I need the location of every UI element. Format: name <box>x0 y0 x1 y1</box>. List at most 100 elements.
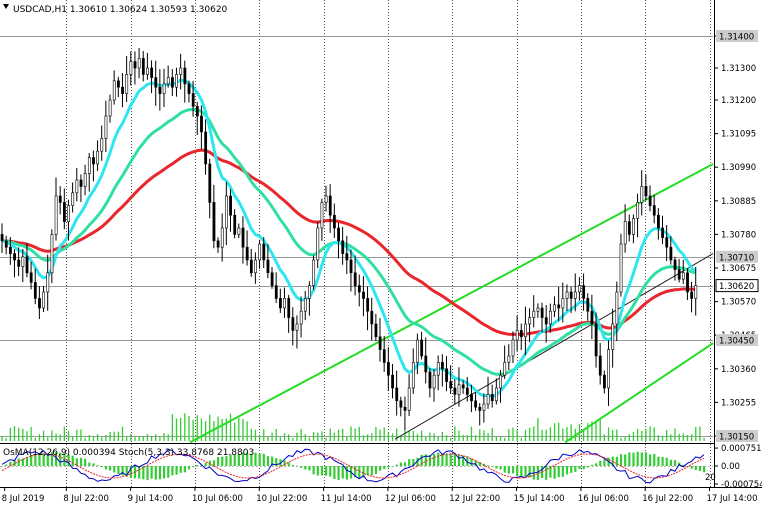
candle-body <box>445 368 448 382</box>
volume-bar <box>234 422 236 441</box>
volume-bars <box>1 413 705 441</box>
candle-body <box>623 221 627 245</box>
osma-bar <box>383 466 386 470</box>
candle-body <box>117 80 120 88</box>
candle-body <box>453 387 457 395</box>
osma-bar <box>183 466 186 473</box>
osma-bar <box>320 466 324 476</box>
candle-body <box>100 138 104 152</box>
osma-bar <box>121 466 124 476</box>
osma-bar <box>325 466 328 476</box>
candle-body <box>324 195 328 203</box>
osma-bar <box>25 456 29 466</box>
candle-body <box>316 227 320 261</box>
price-tick-label: 1.30780 <box>721 230 756 240</box>
candle-body <box>611 323 615 350</box>
osma-bar <box>628 452 631 466</box>
candle-body <box>503 362 507 376</box>
candle-body <box>249 259 253 274</box>
candle-body <box>636 202 640 219</box>
osma-bar <box>221 456 224 466</box>
volume-bar <box>109 432 111 441</box>
candle-body <box>46 272 50 293</box>
candle-body <box>420 339 424 357</box>
volume-bar <box>312 432 315 441</box>
candle-body <box>519 330 523 338</box>
osma-bar <box>241 452 245 466</box>
candle-body <box>33 282 37 299</box>
candle-body <box>312 259 316 286</box>
candle-body <box>299 310 303 325</box>
price-tick-label: 1.30360 <box>721 365 756 375</box>
volume-bar <box>275 428 277 441</box>
candle-body <box>4 240 8 248</box>
candle-body <box>677 269 681 280</box>
osma-bar <box>92 463 95 466</box>
candle-body <box>573 291 577 299</box>
volume-bar <box>674 428 676 441</box>
candle-body <box>42 291 46 309</box>
volume-bar <box>553 423 556 441</box>
candle-body <box>141 58 145 75</box>
osma-bar <box>673 460 677 466</box>
collapse-triangle-icon[interactable] <box>3 4 9 9</box>
osma-bar <box>391 466 394 467</box>
volume-bar <box>337 429 340 441</box>
candle-body <box>511 339 515 357</box>
volume-bar <box>292 437 294 441</box>
volume-bar <box>88 435 90 441</box>
volume-bar <box>250 428 252 441</box>
candle-body <box>436 362 440 376</box>
osma-bar <box>474 460 477 466</box>
volume-bar <box>587 423 589 441</box>
volume-bar <box>113 431 115 441</box>
volume-bar <box>661 435 664 441</box>
volume-bar <box>612 430 614 441</box>
volume-bar <box>146 434 149 441</box>
price-axis: 1.31400 1.31300 1.31200 1.31095 1.30990 1.308… <box>714 32 756 442</box>
candle-body <box>594 323 598 357</box>
osma-bar <box>96 465 99 466</box>
candle-body <box>295 323 299 331</box>
candle-body <box>71 192 75 206</box>
osma-bar <box>354 466 357 478</box>
candle-body <box>686 272 689 293</box>
osma-bar <box>590 464 594 466</box>
volume-bar <box>416 433 419 441</box>
osma-bar <box>428 455 432 466</box>
volume-bar <box>34 437 36 441</box>
osma-bar <box>104 466 108 470</box>
volume-bar <box>188 415 190 441</box>
candle-body <box>474 400 478 408</box>
time-tick-label: 8 Jul 2019 <box>2 494 45 504</box>
osma-bar <box>698 466 702 471</box>
stoch-level-label: 20 <box>705 473 716 483</box>
indicator-tick-label: 0.000751 <box>721 444 762 454</box>
osma-bar <box>283 460 286 466</box>
osma-bar <box>300 466 303 468</box>
candle-body <box>665 237 669 248</box>
volume-bar <box>582 429 585 441</box>
volume-bar <box>636 428 639 441</box>
volume-bar <box>649 426 651 441</box>
volume-bar <box>105 434 107 441</box>
volume-bar <box>520 437 522 441</box>
candle-body <box>258 243 262 261</box>
candle-body <box>9 246 12 254</box>
price-tag-box <box>716 250 758 263</box>
volume-bar <box>296 432 298 441</box>
osma-bar <box>187 466 191 470</box>
osma-bar <box>154 466 157 480</box>
candle-body <box>457 384 461 395</box>
volume-bar <box>67 430 70 441</box>
candle-body <box>441 362 444 370</box>
candle-body <box>0 234 4 242</box>
volume-bar <box>524 429 527 441</box>
candle-body <box>532 310 536 318</box>
osma-bar <box>370 466 373 476</box>
candle-body <box>399 400 403 408</box>
candle-body <box>657 214 660 229</box>
candle-body <box>540 307 544 318</box>
volume-bar <box>566 426 568 441</box>
osma-bar <box>632 452 635 466</box>
